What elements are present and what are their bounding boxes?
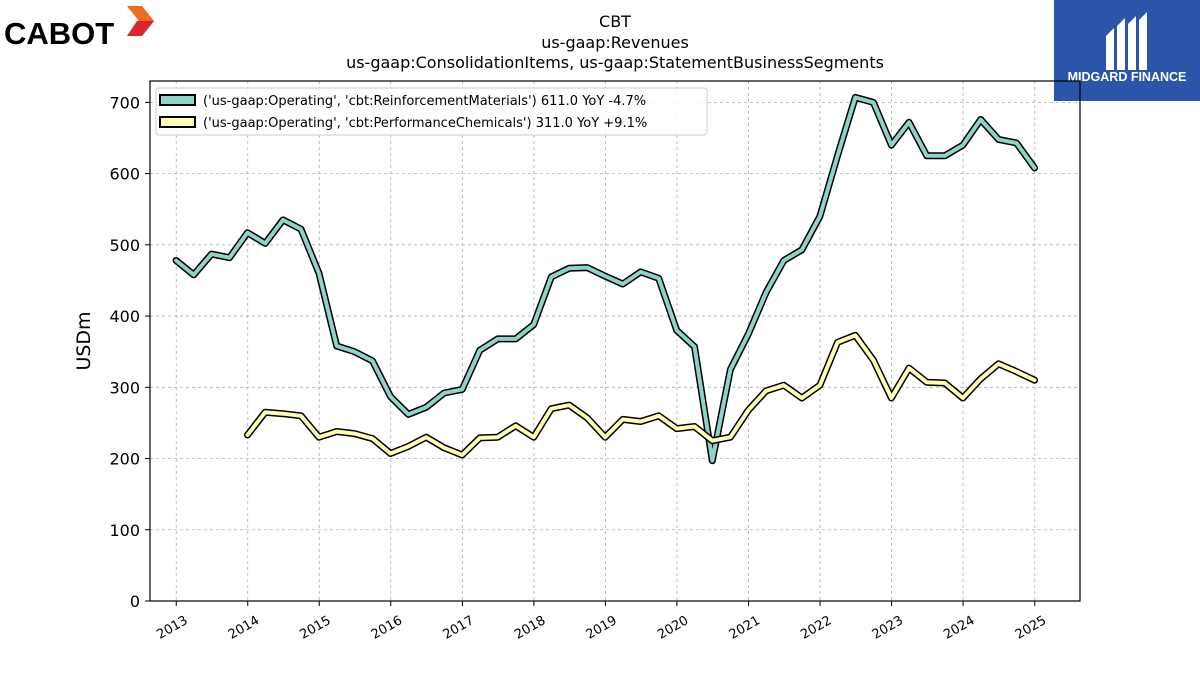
chart-titles: CBT us-gaap:Revenues us-gaap:Consolidati… — [346, 12, 884, 72]
x-tick-label: 2020 — [655, 613, 691, 643]
legend-swatch-2 — [159, 116, 196, 128]
chart-subtitle-1: us-gaap:Revenues — [541, 33, 689, 52]
y-axis: 0 100 200 300 400 500 600 700 — [109, 93, 150, 611]
y-tick-label: 100 — [109, 521, 140, 540]
midgard-finance-logo: MIDGARD FINANCE — [1054, 0, 1200, 101]
midgard-emblem-icon — [1106, 12, 1147, 70]
x-tick-label: 2014 — [226, 613, 262, 643]
x-tick-label: 2025 — [1013, 613, 1049, 643]
x-tick-label: 2024 — [941, 613, 977, 643]
series-line-1 — [174, 95, 1037, 463]
x-tick-label: 2017 — [441, 613, 477, 643]
x-tick-label: 2022 — [798, 613, 834, 643]
x-tick-label: 2019 — [584, 613, 620, 643]
y-tick-label: 700 — [109, 93, 140, 112]
y-axis-label: USDm — [73, 311, 95, 370]
x-tick-label: 2021 — [727, 613, 763, 643]
series-lines — [172, 93, 1039, 465]
cabot-logo-text: CABOT — [4, 16, 114, 50]
legend-entry-2: ('us-gaap:Operating', 'cbt:PerformanceCh… — [203, 116, 647, 131]
legend: ('us-gaap:Operating', 'cbt:Reinforcement… — [155, 87, 708, 136]
x-tick-label: 2023 — [870, 613, 906, 643]
series-line-2 — [245, 333, 1037, 457]
midgard-logo-text: MIDGARD FINANCE — [1068, 70, 1187, 84]
legend-box — [155, 87, 708, 136]
x-tick-label: 2015 — [297, 613, 333, 643]
cabot-logo: CABOT — [4, 6, 154, 50]
y-tick-label: 300 — [109, 378, 140, 397]
cabot-logo-mark-shadow — [127, 21, 154, 36]
chart-title: CBT — [599, 12, 631, 31]
legend-entry-1: ('us-gaap:Operating', 'cbt:Reinforcement… — [203, 94, 646, 109]
y-tick-label: 0 — [130, 592, 140, 611]
x-tick-label: 2018 — [512, 613, 548, 643]
y-tick-label: 400 — [109, 307, 140, 326]
chart-subtitle-2: us-gaap:ConsolidationItems, us-gaap:Stat… — [346, 53, 884, 72]
x-tick-label: 2016 — [369, 613, 405, 643]
y-tick-label: 200 — [109, 450, 140, 469]
y-tick-label: 500 — [109, 236, 140, 255]
x-axis: 2013 2014 2015 2016 2017 2018 2019 2020 2021 2022… — [154, 601, 1049, 643]
legend-swatch-1 — [159, 94, 196, 106]
x-tick-label: 2013 — [154, 613, 190, 643]
y-tick-label: 600 — [109, 165, 140, 184]
plot-frame — [149, 80, 1081, 602]
